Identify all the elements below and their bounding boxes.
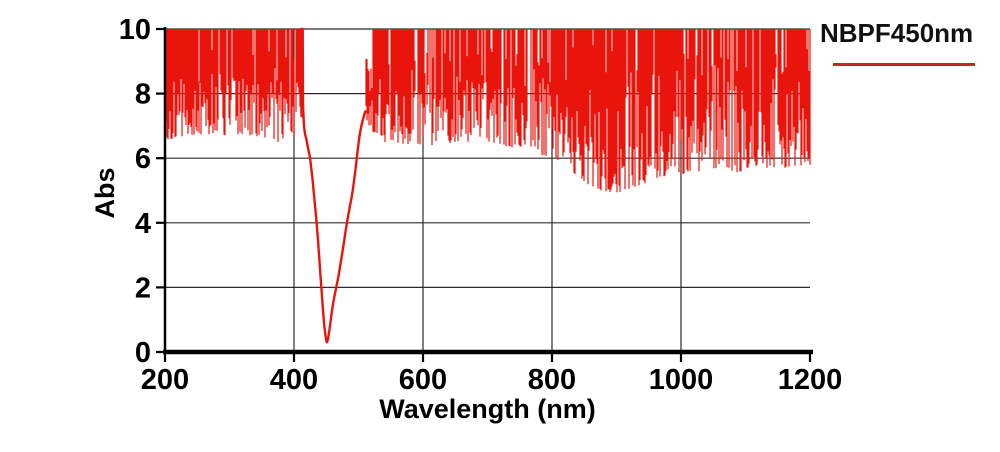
x-tick-label: 1200 bbox=[778, 364, 843, 396]
y-tick-label: 8 bbox=[135, 79, 151, 111]
spectrum-trace-passband bbox=[299, 27, 367, 344]
y-tick-label: 4 bbox=[135, 208, 151, 240]
y-tick-label: 2 bbox=[135, 272, 151, 304]
x-tick-label: 200 bbox=[141, 364, 189, 396]
x-tick-label: 600 bbox=[399, 364, 447, 396]
legend-series-line-swatch bbox=[833, 63, 975, 66]
x-axis-title: Wavelength (nm) bbox=[379, 394, 596, 424]
x-tick-label: 800 bbox=[528, 364, 576, 396]
y-axis-title: Abs bbox=[90, 167, 120, 219]
x-tick-label: 400 bbox=[270, 364, 318, 396]
legend-series-label: NBPF450nm bbox=[820, 18, 974, 48]
x-tick-label: 1000 bbox=[649, 364, 714, 396]
y-tick-label: 0 bbox=[135, 337, 151, 369]
y-tick-label: 10 bbox=[119, 14, 151, 46]
spectrum-trace-blocked bbox=[164, 29, 811, 193]
legend: NBPF450nm bbox=[820, 18, 990, 66]
y-tick-label: 6 bbox=[135, 143, 151, 175]
